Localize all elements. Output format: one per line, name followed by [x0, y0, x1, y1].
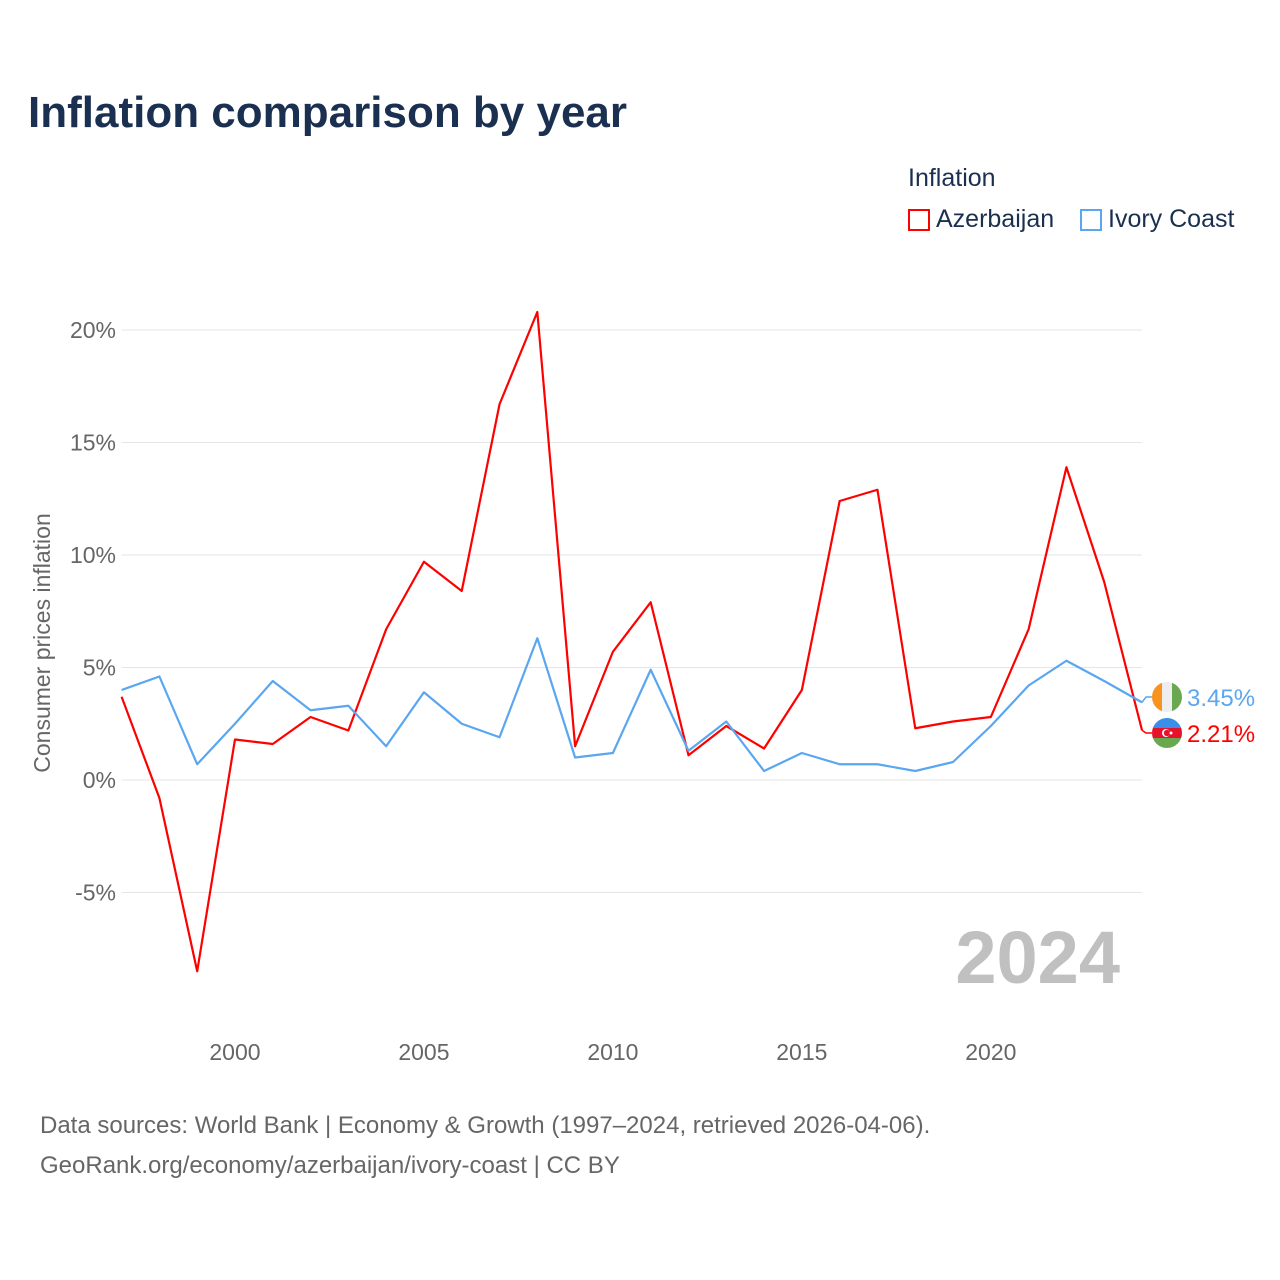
- legend-item-ivory-coast[interactable]: Ivory Coast: [1080, 205, 1234, 234]
- footer: Data sources: World Bank | Economy & Gro…: [40, 1106, 930, 1186]
- flag-stripe: [1152, 682, 1162, 712]
- legend-swatch-azerbaijan: [908, 208, 930, 231]
- legend-label-azerbaijan: Azerbaijan: [936, 205, 1055, 233]
- legend-label-ivory-coast: Ivory Coast: [1108, 205, 1235, 233]
- y-tick-label: 0%: [83, 767, 116, 793]
- series-line-ivory-coast: [121, 637, 1143, 773]
- footer-sources: Data sources: World Bank | Economy & Gro…: [40, 1112, 931, 1139]
- end-connector-ivory-coast: [1141, 696, 1152, 703]
- x-tick-label: 2020: [965, 1039, 1016, 1065]
- legend-swatch-ivory-coast: [1080, 208, 1102, 231]
- flag-stripe: [1152, 738, 1182, 748]
- x-tick-label: 2005: [398, 1039, 449, 1065]
- end-label-azerbaijan: 2.21%: [1187, 721, 1255, 748]
- flag-icon-azerbaijan: [1152, 718, 1182, 748]
- x-tick-label: 2015: [776, 1039, 827, 1065]
- y-tick-label: 10%: [70, 542, 116, 568]
- y-tick-label: 15%: [70, 430, 116, 456]
- legend-item-azerbaijan[interactable]: Azerbaijan: [908, 205, 1054, 234]
- chart-title: Inflation comparison by year: [28, 88, 628, 137]
- flag-stripe: [1152, 718, 1182, 728]
- x-tick-label: 2010: [587, 1039, 638, 1065]
- y-tick-label: 20%: [70, 317, 116, 343]
- series-line-azerbaijan: [120, 310, 1144, 973]
- y-tick-label: -5%: [75, 880, 116, 906]
- flag-body: [1152, 682, 1182, 712]
- flag-stripe: [1172, 682, 1182, 712]
- end-connector-azerbaijan: [1141, 729, 1152, 734]
- footer-link[interactable]: GeoRank.org/economy/azerbaijan/ivory-coa…: [40, 1152, 620, 1179]
- y-axis-label: Consumer prices inflation: [29, 513, 55, 773]
- x-tick-label: 2000: [209, 1039, 260, 1065]
- flag-crescent-cut: [1163, 729, 1171, 737]
- flag-body: [1152, 718, 1182, 748]
- end-label-ivory-coast: 3.45%: [1187, 685, 1255, 712]
- flag-star: [1169, 731, 1173, 735]
- legend-title: Inflation: [908, 164, 996, 192]
- year-watermark: 2024: [955, 916, 1120, 999]
- flag-icon-ivory-coast: [1152, 682, 1182, 712]
- y-tick-label: 5%: [83, 655, 116, 681]
- flag-stripe: [1162, 682, 1172, 712]
